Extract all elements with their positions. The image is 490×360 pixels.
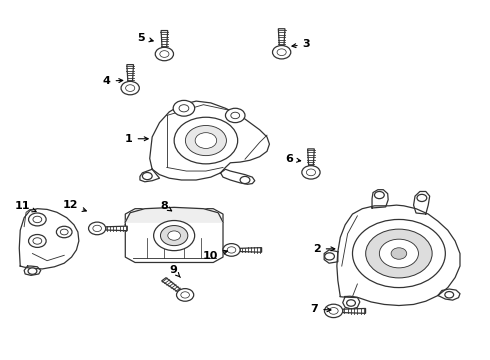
Circle shape	[379, 239, 418, 268]
Circle shape	[154, 221, 195, 251]
Text: 2: 2	[313, 244, 335, 254]
Polygon shape	[106, 226, 127, 231]
Polygon shape	[220, 169, 255, 184]
Circle shape	[352, 220, 445, 288]
Circle shape	[160, 226, 188, 246]
Polygon shape	[343, 309, 366, 313]
Circle shape	[56, 226, 72, 238]
Text: 4: 4	[103, 76, 122, 86]
Polygon shape	[24, 266, 41, 275]
Circle shape	[231, 112, 240, 119]
Text: 1: 1	[125, 134, 148, 144]
Polygon shape	[19, 209, 79, 269]
Circle shape	[240, 176, 250, 184]
Circle shape	[324, 304, 343, 318]
Text: 8: 8	[160, 201, 172, 211]
Polygon shape	[127, 64, 133, 81]
Polygon shape	[240, 248, 262, 252]
Polygon shape	[308, 149, 314, 166]
Circle shape	[33, 216, 42, 223]
Polygon shape	[343, 296, 360, 309]
Text: 11: 11	[15, 201, 36, 212]
Circle shape	[374, 192, 384, 199]
Circle shape	[306, 169, 316, 176]
Circle shape	[155, 47, 173, 61]
Polygon shape	[162, 278, 181, 292]
Text: 6: 6	[285, 154, 301, 164]
Circle shape	[223, 244, 240, 256]
Polygon shape	[278, 29, 285, 45]
Circle shape	[417, 194, 427, 202]
Circle shape	[125, 85, 135, 91]
Circle shape	[28, 268, 37, 274]
Text: 5: 5	[137, 33, 153, 42]
Text: 3: 3	[292, 40, 310, 49]
Circle shape	[277, 49, 286, 55]
Text: 10: 10	[203, 250, 227, 261]
Circle shape	[179, 105, 189, 112]
Circle shape	[272, 45, 291, 59]
Polygon shape	[438, 289, 460, 300]
Circle shape	[195, 133, 217, 148]
Circle shape	[143, 172, 152, 180]
Circle shape	[325, 253, 334, 260]
Circle shape	[160, 51, 169, 57]
Circle shape	[173, 100, 195, 116]
Polygon shape	[125, 209, 223, 262]
Circle shape	[366, 229, 432, 278]
Circle shape	[33, 238, 42, 244]
Polygon shape	[140, 169, 159, 182]
Polygon shape	[324, 250, 338, 263]
Circle shape	[28, 213, 46, 226]
Polygon shape	[161, 31, 168, 47]
Circle shape	[168, 231, 180, 240]
Circle shape	[181, 292, 190, 298]
Circle shape	[89, 222, 106, 235]
Circle shape	[28, 234, 46, 247]
Circle shape	[174, 117, 238, 164]
Text: 9: 9	[170, 265, 180, 278]
Circle shape	[225, 108, 245, 123]
Polygon shape	[337, 205, 460, 306]
Polygon shape	[125, 207, 223, 222]
Circle shape	[391, 248, 407, 259]
Polygon shape	[414, 192, 430, 214]
Circle shape	[346, 300, 355, 306]
Text: 7: 7	[311, 304, 331, 314]
Circle shape	[445, 292, 454, 298]
Circle shape	[60, 229, 68, 235]
Circle shape	[302, 166, 320, 179]
Circle shape	[93, 225, 101, 231]
Circle shape	[185, 126, 226, 156]
Polygon shape	[150, 101, 270, 180]
Circle shape	[329, 307, 338, 314]
Polygon shape	[372, 190, 388, 208]
Text: 12: 12	[62, 200, 86, 211]
Circle shape	[227, 247, 236, 253]
Circle shape	[121, 81, 139, 95]
Circle shape	[176, 289, 194, 301]
